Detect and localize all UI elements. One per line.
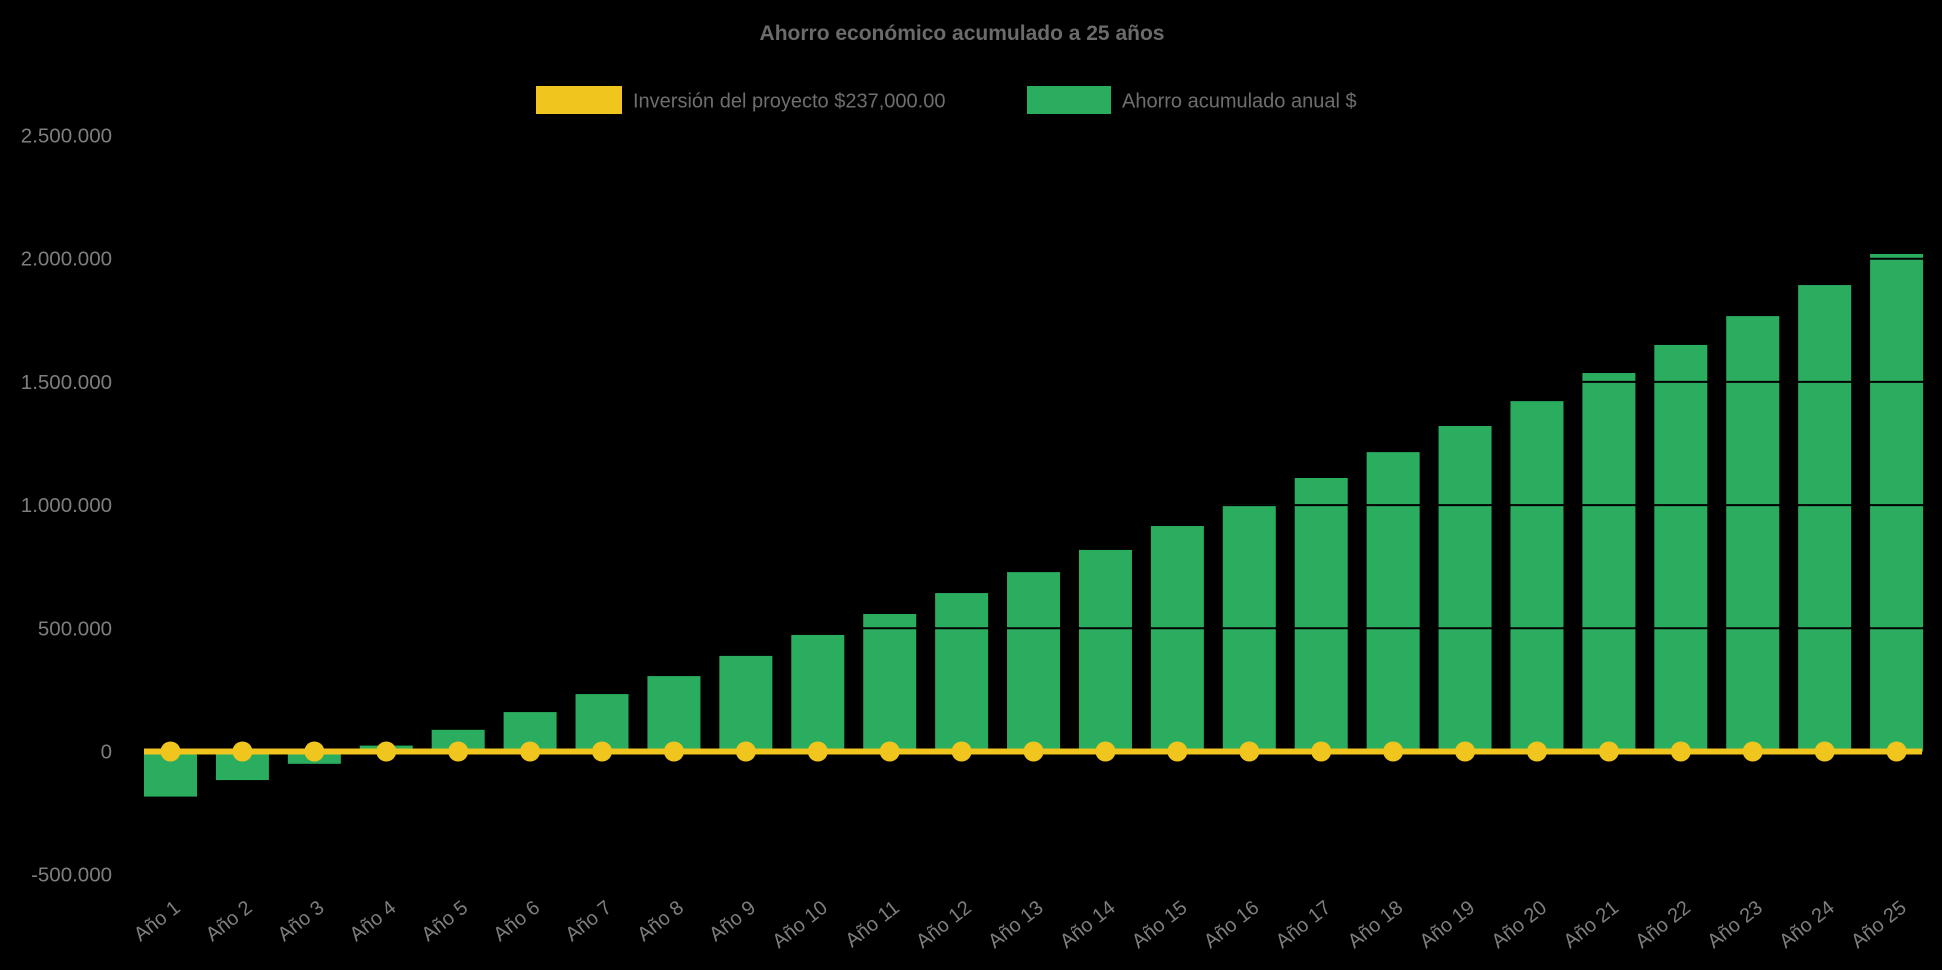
investment-line-marker [807,741,828,762]
x-tick-label: Año 25 [1847,897,1910,953]
investment-line-marker [520,741,541,762]
bar-año-9 [719,655,773,752]
investment-line-marker [1239,741,1260,762]
bar-año-11 [863,614,917,752]
y-tick-label: 2.500.000 [21,125,112,148]
x-tick-label: Año 21 [1559,897,1622,953]
x-tick-label: Año 5 [418,897,473,947]
x-tick-label: Año 6 [489,897,544,947]
x-tick-label: Año 7 [561,897,616,947]
investment-line-marker [1311,741,1332,762]
legend-item-savings[interactable]: Ahorro acumulado anual $ [1027,86,1357,114]
x-tick-label: Año 20 [1488,897,1551,953]
investment-line-marker [1814,741,1835,762]
legend-label-savings: Ahorro acumulado anual $ [1122,91,1357,113]
bar-año-8 [647,676,701,752]
investment-line-marker [1886,741,1907,762]
investment-line-marker [1598,741,1619,762]
bars-series-savings [144,254,1924,797]
investment-line-marker [232,741,253,762]
investment-line-marker [1526,741,1547,762]
legend: Inversión del proyecto $237,000.00 Ahorr… [536,86,1357,114]
x-tick-label: Año 15 [1128,897,1191,953]
bar-año-18 [1366,452,1420,752]
investment-line-marker [592,741,613,762]
legend-swatch-investment-line [536,86,622,114]
x-tick-label: Año 11 [841,897,903,952]
y-tick-label: -500.000 [31,864,112,887]
investment-line-marker [951,741,972,762]
investment-line-marker [1455,741,1476,762]
legend-label-investment: Inversión del proyecto $237,000.00 [633,91,945,113]
y-tick-label: 1.000.000 [21,494,112,517]
bar-año-15 [1150,526,1204,752]
bar-año-12 [935,593,989,752]
x-tick-label: Año 4 [346,897,401,947]
bar-año-14 [1078,549,1132,752]
bar-año-23 [1726,316,1780,752]
bar-año-13 [1007,572,1061,752]
investment-line-marker [1383,741,1404,762]
x-tick-label: Año 9 [705,897,760,947]
investment-line-marker [1167,741,1188,762]
bar-año-5 [431,729,485,752]
x-tick-label: Año 1 [130,897,185,947]
investment-line-marker [1742,741,1763,762]
line-series-investment [144,741,1922,762]
y-tick-label: 2.000.000 [21,248,112,271]
gridlines-overlay [130,134,1931,876]
x-tick-label: Año 18 [1344,897,1407,953]
x-tick-label: Año 3 [274,897,329,947]
investment-line-marker [448,741,469,762]
y-tick-label: 500.000 [38,617,112,640]
bar-año-24 [1798,285,1852,752]
bar-año-21 [1582,373,1636,752]
x-tick-label: Año 23 [1703,897,1766,953]
legend-swatch-savings-bar [1027,86,1111,114]
bar-año-25 [1870,254,1924,752]
x-tick-label: Año 22 [1631,897,1694,953]
legend-item-investment[interactable]: Inversión del proyecto $237,000.00 [536,86,945,114]
x-tick-label: Año 14 [1056,897,1119,953]
investment-line-marker [160,741,181,762]
y-tick-label: 1.500.000 [21,371,112,394]
investment-line-marker [663,741,684,762]
bar-año-10 [791,634,845,752]
x-tick-label: Año 12 [912,897,975,953]
y-axis-tick-labels: 2.500.000 2.000.000 1.500.000 1.000.000 500.… [21,125,112,887]
x-tick-label: Año 10 [768,897,831,953]
chart-title: Ahorro económico acumulado a 25 años [760,22,1165,45]
bar-año-19 [1438,426,1492,752]
y-tick-label: 0 [101,741,112,764]
investment-line-marker [1670,741,1691,762]
investment-line-marker [1023,741,1044,762]
x-tick-label: Año 17 [1272,897,1335,953]
investment-line-marker [304,741,325,762]
x-tick-label: Año 16 [1200,897,1263,953]
x-tick-label: Año 19 [1416,897,1479,953]
investment-line-marker [1095,741,1116,762]
x-tick-label: Año 24 [1775,897,1838,953]
investment-line-marker [735,741,756,762]
x-tick-label: Año 8 [633,897,688,947]
bar-año-20 [1510,401,1564,752]
investment-line-marker [376,741,397,762]
x-axis-tick-labels: Año 1 Año 2 Año 3 Año 4 Año 5 Año 6 Año 7 Año 8… [130,897,1911,953]
x-tick-label: Año 2 [202,897,257,947]
x-tick-label: Año 13 [984,897,1047,953]
bar-año-22 [1654,344,1708,752]
investment-line-marker [879,741,900,762]
bar-año-17 [1294,477,1348,752]
